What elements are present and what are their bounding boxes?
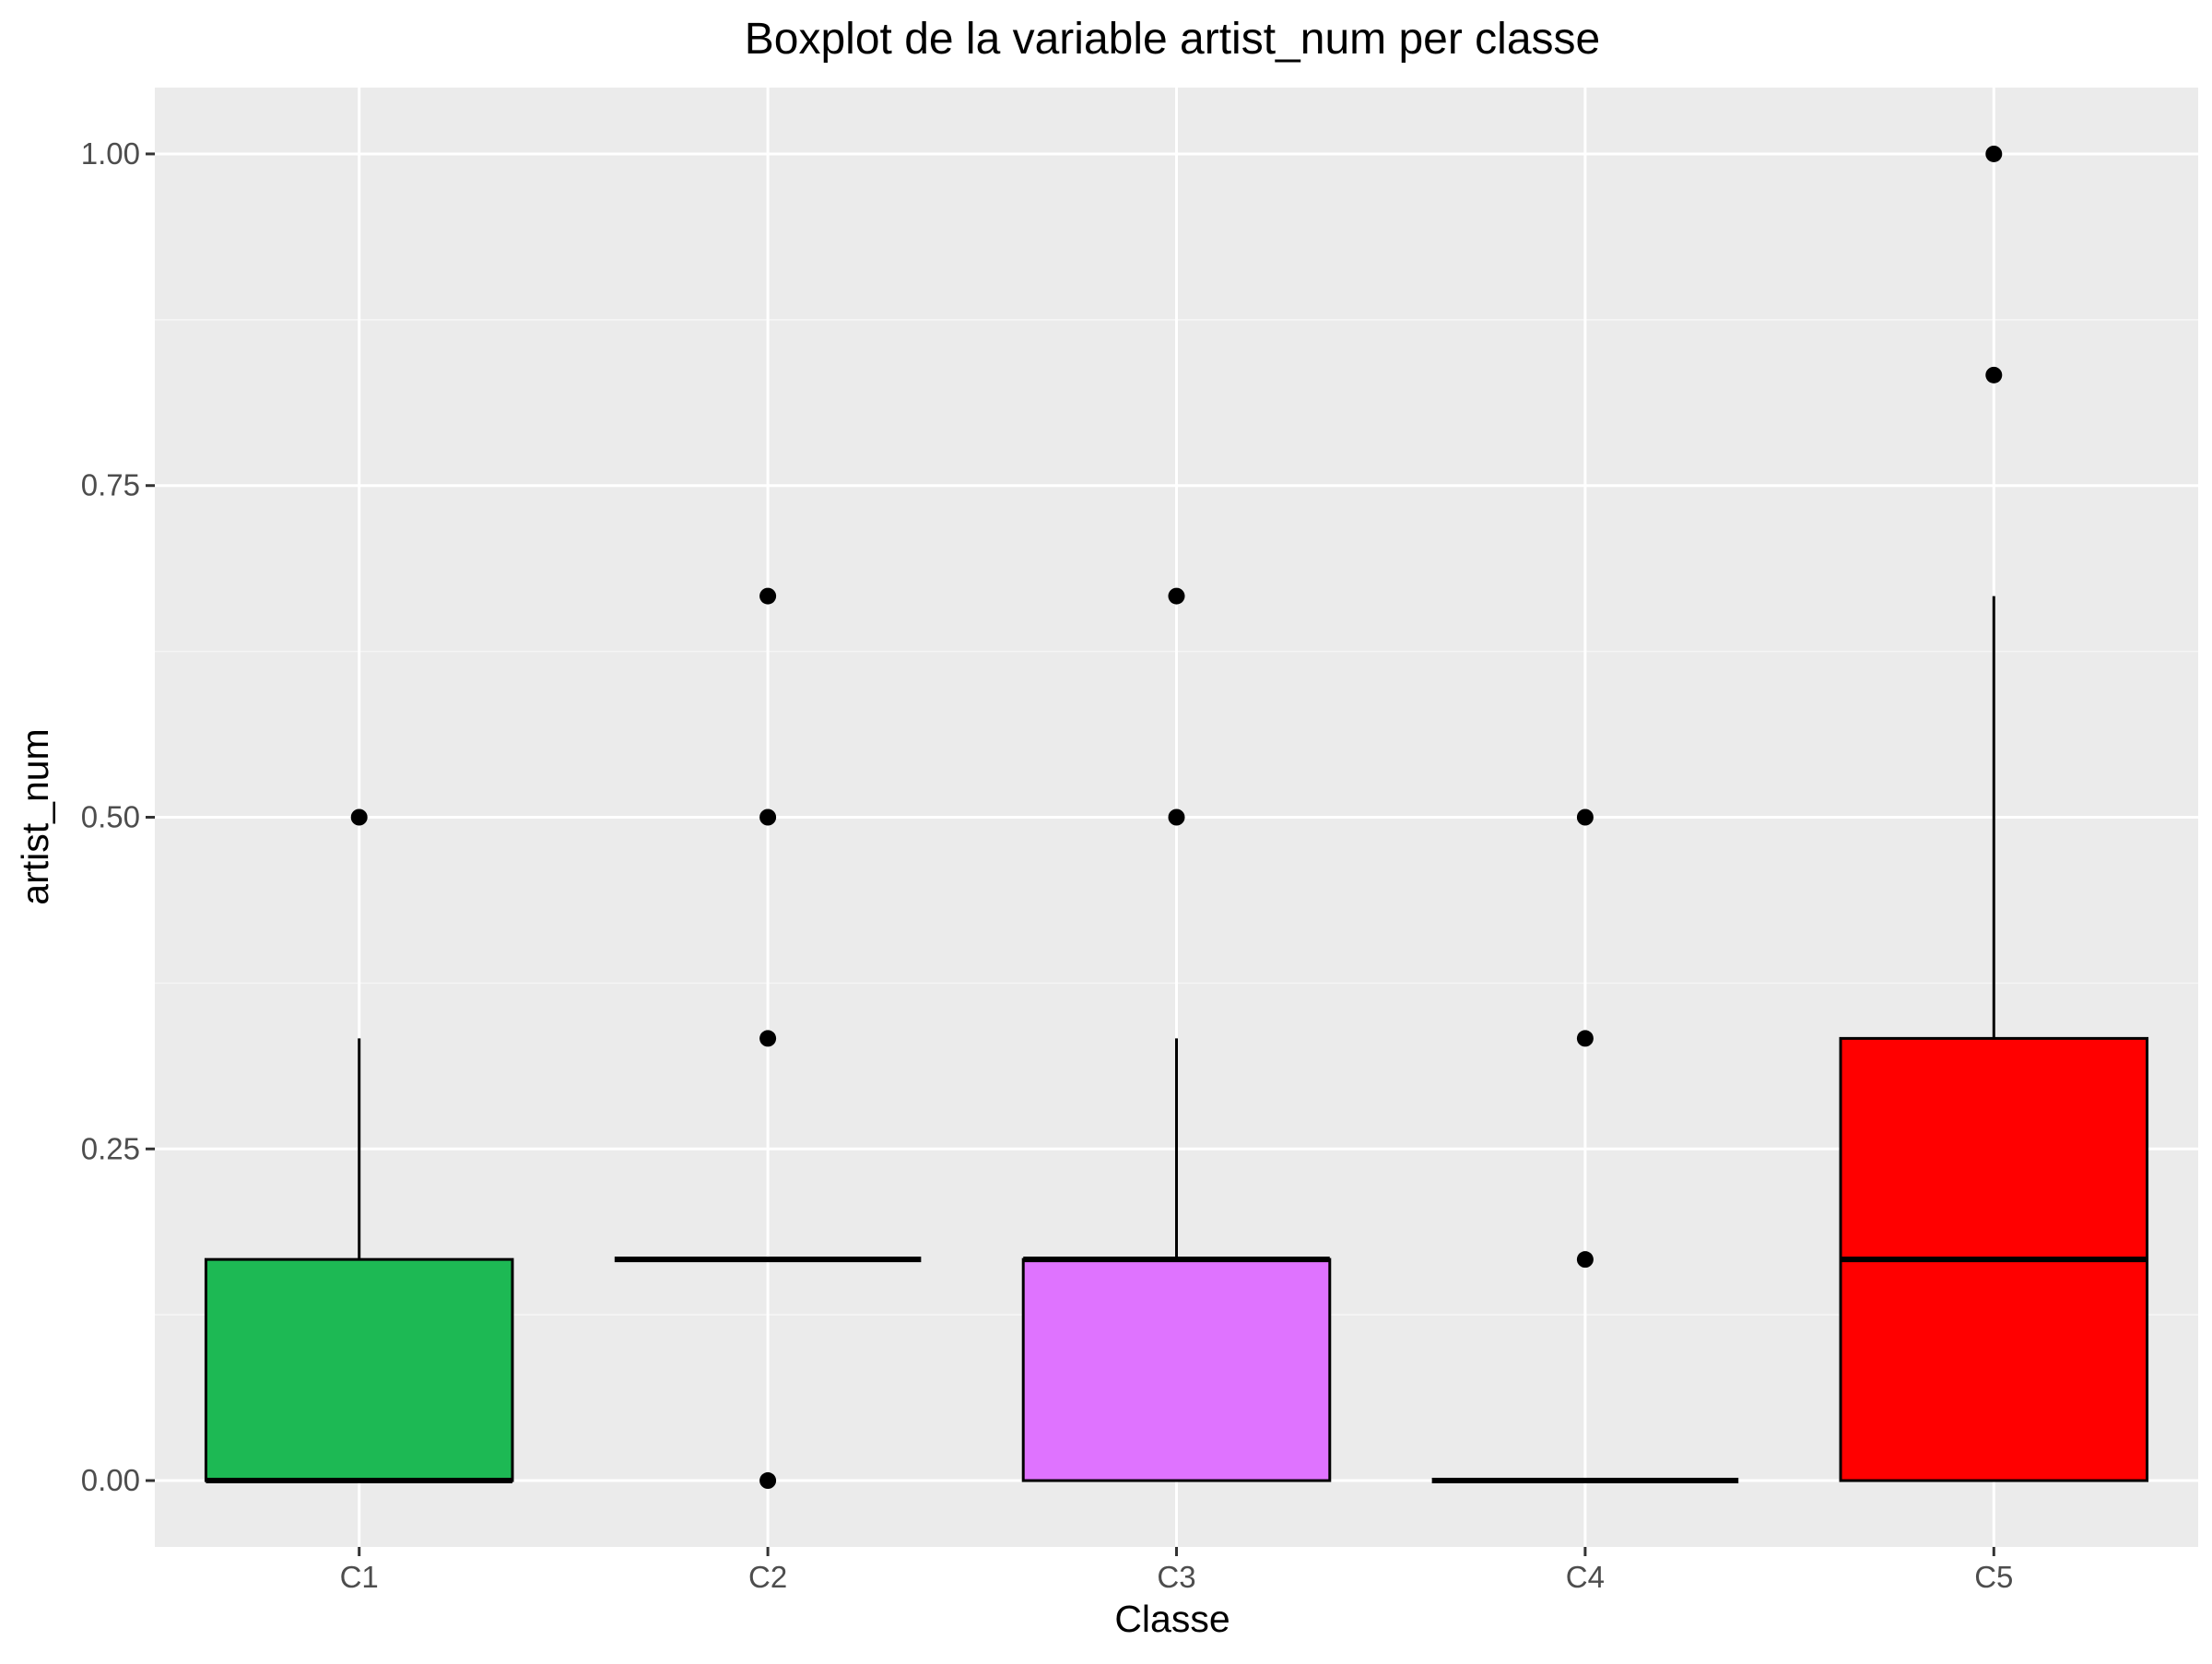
x-axis: C1 C2 C3 C4 C5 — [340, 1547, 2013, 1594]
y-tick-label: 0.50 — [81, 800, 140, 834]
outlier-point — [1576, 808, 1594, 826]
outlier-point — [1576, 1251, 1594, 1269]
y-axis: 0.00 0.25 0.50 0.75 1.00 — [81, 136, 155, 1497]
y-axis-title: artist_num — [14, 728, 56, 904]
box-body — [1021, 1257, 1332, 1482]
box-C1 — [204, 808, 514, 1484]
x-tick-label: C3 — [1157, 1560, 1195, 1594]
boxes-layer — [204, 145, 2149, 1490]
y-tick-label: 0.25 — [81, 1131, 140, 1165]
outlier-point — [1168, 808, 1185, 826]
outlier-point — [1985, 145, 2003, 162]
box-C2 — [614, 587, 922, 1490]
box-C4 — [1431, 808, 1739, 1484]
y-tick-label: 0.00 — [81, 1463, 140, 1497]
x-tick-label: C1 — [340, 1560, 379, 1594]
outlier-point — [759, 1472, 777, 1490]
x-tick-label: C4 — [1566, 1560, 1605, 1594]
outlier-point — [1168, 587, 1185, 605]
outlier-point — [759, 808, 777, 826]
box-C3 — [1021, 587, 1332, 1482]
box-C5 — [1839, 145, 2149, 1482]
y-tick-label: 0.75 — [81, 468, 140, 502]
outlier-point — [1985, 366, 2003, 384]
outlier-point — [759, 1030, 777, 1047]
outlier-point — [1576, 1030, 1594, 1047]
x-tick-label: C2 — [748, 1560, 787, 1594]
x-tick-label: C5 — [1974, 1560, 2013, 1594]
x-axis-title: Classe — [1114, 1598, 1230, 1640]
y-tick-label: 1.00 — [81, 136, 140, 171]
outlier-point — [759, 587, 777, 605]
box-body — [204, 1257, 514, 1482]
outlier-point — [350, 808, 368, 826]
chart-title: Boxplot de la variable artist_num per cl… — [745, 15, 1600, 64]
